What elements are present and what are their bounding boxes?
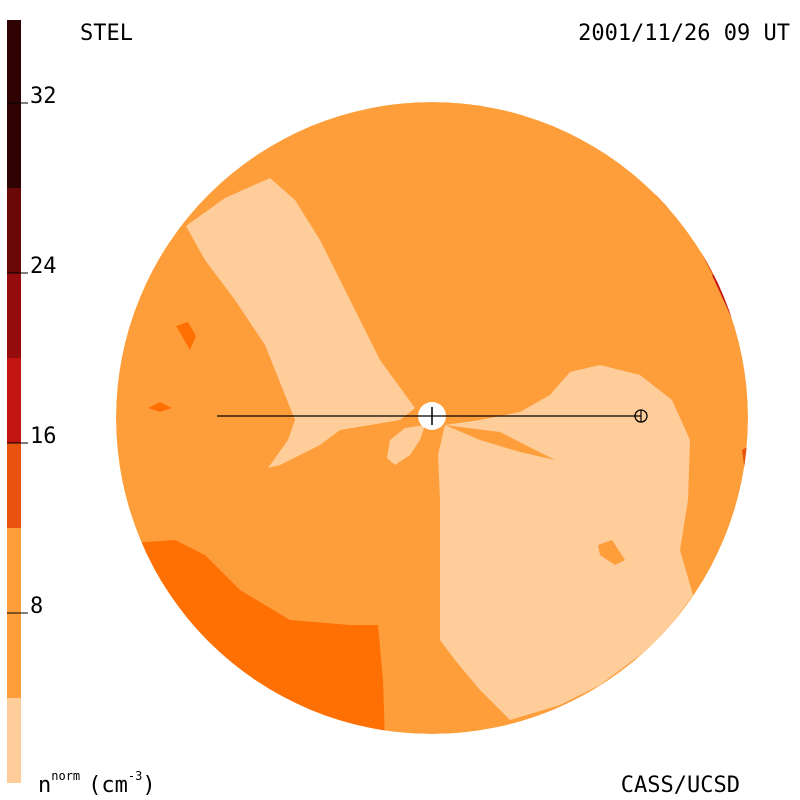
- region-blip-left-2: [148, 402, 172, 412]
- colorbar-level-8: [7, 20, 21, 188]
- colorbar-tick-label: 32: [30, 84, 57, 109]
- unit-norm-sup: norm: [51, 769, 80, 783]
- region-blip-left-1: [176, 322, 196, 350]
- earth-icon: [634, 409, 648, 423]
- region-spot-lower-right: [598, 540, 625, 565]
- region-low-lower-right: [438, 365, 693, 720]
- unit-label: nnorm (cm-3): [38, 769, 156, 798]
- colorbar-level-7: [7, 188, 21, 273]
- colorbar-tick-label: 8: [30, 594, 43, 619]
- colorbar-level-1: [7, 698, 21, 783]
- density-disk: [116, 102, 748, 734]
- sun-icon: [418, 402, 446, 430]
- colorbar: 32 24 16 8: [7, 20, 57, 783]
- credit-label: CASS/UCSD: [621, 773, 740, 798]
- unit-exponent: -3: [128, 769, 142, 783]
- unit-open: (cm: [88, 773, 128, 798]
- region-high-right-low: [740, 440, 748, 510]
- timestamp-label: 2001/11/26 09 UT: [578, 21, 790, 46]
- colorbar-level-5: [7, 358, 21, 443]
- region-low-lobe: [387, 425, 425, 465]
- unit-close: ): [142, 773, 155, 798]
- colorbar-level-6: [7, 273, 21, 358]
- region-low-upper-streamer: [186, 178, 415, 468]
- colorbar-tick-label: 24: [30, 254, 57, 279]
- unit-base: n: [38, 773, 51, 798]
- region-wedge-right: [445, 425, 555, 460]
- colorbar-level-4: [7, 443, 21, 528]
- colorbar-tick-label: 16: [30, 424, 57, 449]
- observatory-label: STEL: [80, 21, 133, 46]
